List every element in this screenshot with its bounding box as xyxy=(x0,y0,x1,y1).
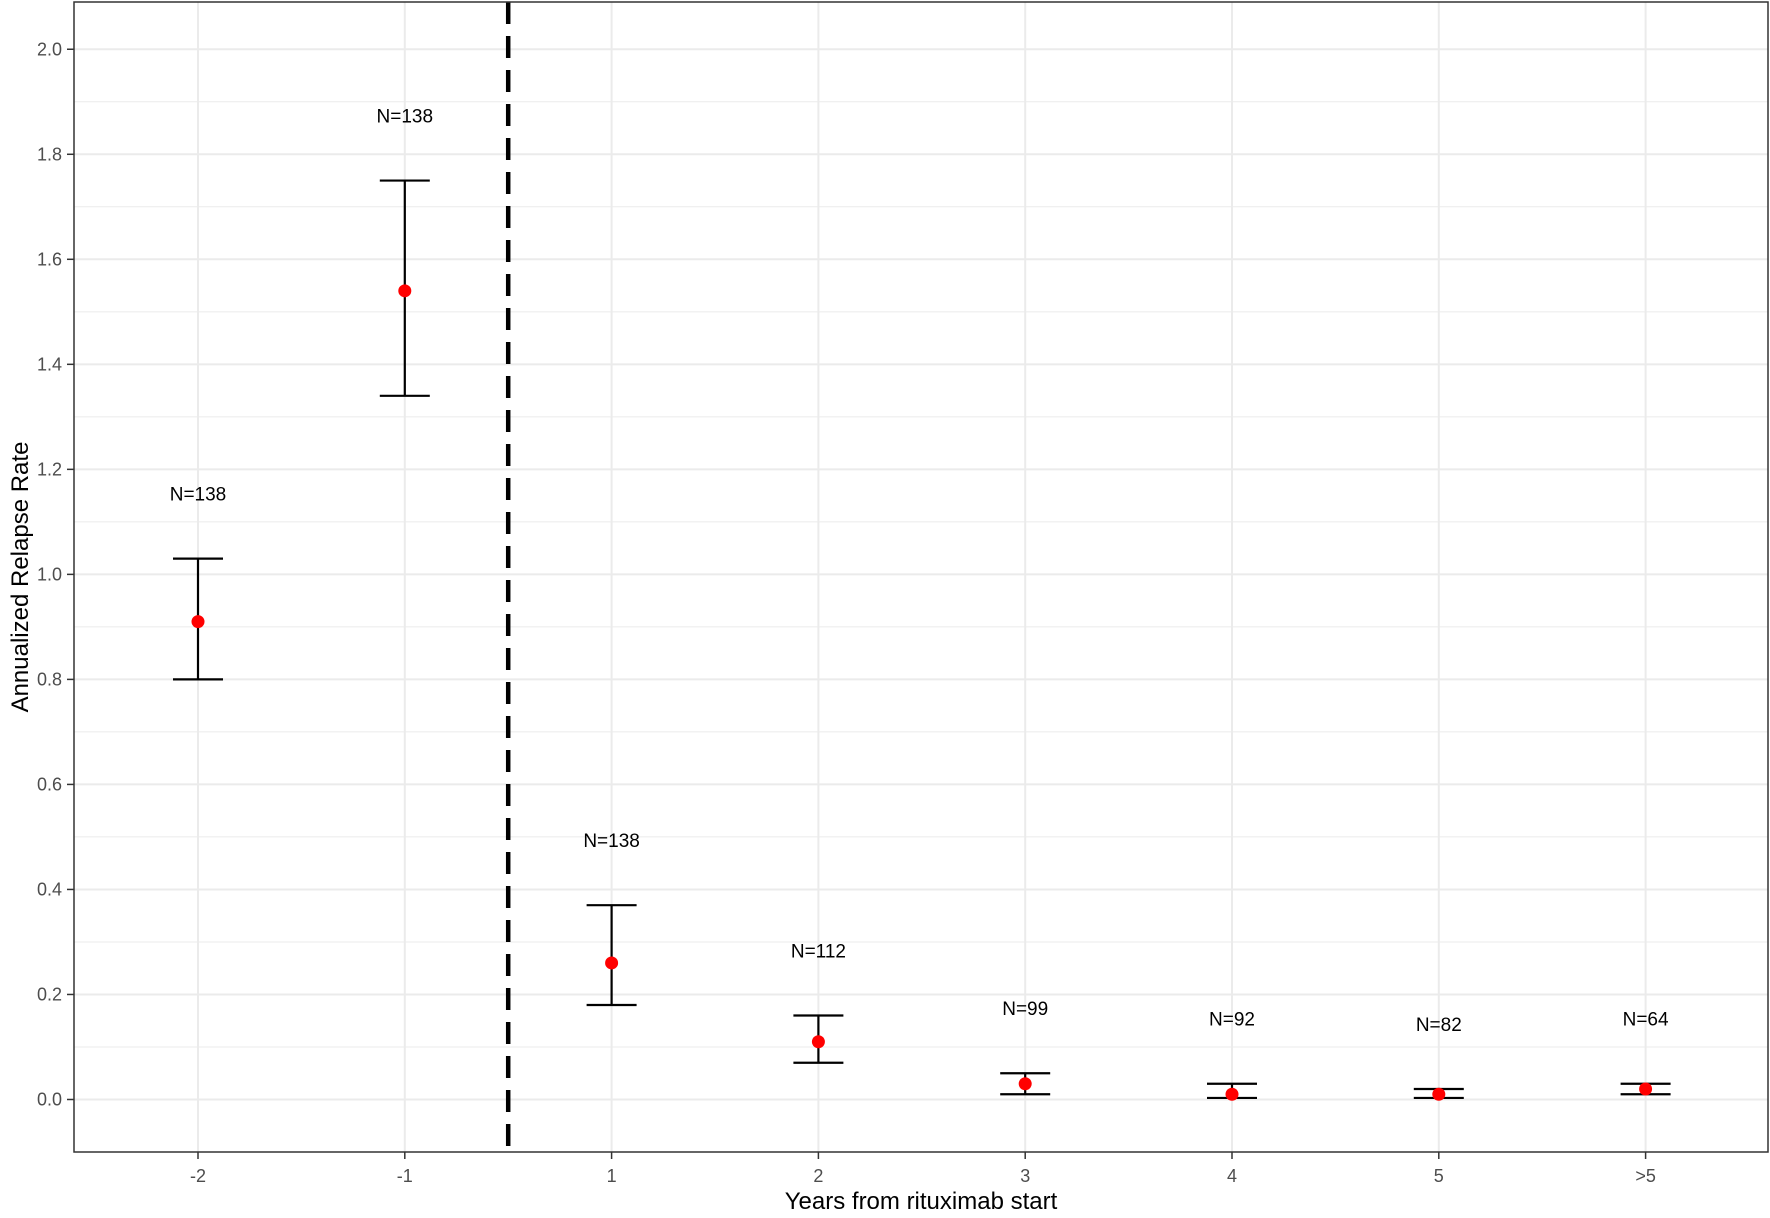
data-point xyxy=(1639,1082,1653,1096)
n-label: N=112 xyxy=(791,941,846,962)
errorbar xyxy=(586,904,637,1007)
n-label: N=99 xyxy=(1002,999,1048,1020)
n-label: N=138 xyxy=(170,485,227,506)
x-axis: -2 -1 1 2 3 4 5 >5 xyxy=(190,1152,1656,1186)
minor-gridlines xyxy=(74,101,1768,1048)
x-tick-label: >5 xyxy=(1635,1166,1656,1186)
x-tick-label: 4 xyxy=(1227,1166,1237,1186)
x-tick-label: 2 xyxy=(813,1166,823,1186)
data-point xyxy=(1225,1087,1239,1101)
y-tick-label: 1.2 xyxy=(37,459,62,479)
data-point xyxy=(191,615,205,629)
points xyxy=(191,284,1653,1101)
n-label: N=138 xyxy=(377,107,434,128)
x-tick-label: 3 xyxy=(1020,1166,1030,1186)
x-tick-label: 5 xyxy=(1434,1166,1444,1186)
x-tick-label: 1 xyxy=(607,1166,617,1186)
y-axis-title: Annualized Relapse Rate xyxy=(7,442,34,713)
y-tick-label: 1.8 xyxy=(37,144,62,164)
data-point xyxy=(398,284,412,298)
y-tick-label: 2.0 xyxy=(37,39,62,59)
n-label: N=82 xyxy=(1416,1015,1462,1036)
panel-border xyxy=(73,1,1769,1153)
x-tick-label: -1 xyxy=(397,1166,413,1186)
n-label: N=138 xyxy=(583,831,640,852)
y-axis: 0.0 0.2 0.4 0.6 0.8 1.0 1.2 1.4 1.6 1.8 2.0 xyxy=(37,39,74,1109)
y-tick-label: 1.4 xyxy=(37,354,62,374)
n-labels: N=138 N=138 N=138 N=112 N=99 N=92 N=82 N=64 xyxy=(170,107,1669,1036)
data-point xyxy=(1018,1077,1032,1091)
y-tick-label: 0.0 xyxy=(37,1089,62,1109)
n-label: N=92 xyxy=(1209,1010,1255,1031)
y-tick-label: 0.4 xyxy=(37,879,62,899)
data-point xyxy=(1432,1087,1446,1101)
y-tick-label: 1.0 xyxy=(37,564,62,584)
data-point xyxy=(811,1035,825,1049)
major-gridlines xyxy=(74,2,1768,1152)
y-tick-label: 0.6 xyxy=(37,774,62,794)
x-axis-title: Years from rituximab start xyxy=(785,1188,1058,1213)
y-tick-label: 1.6 xyxy=(37,249,62,269)
y-tick-label: 0.8 xyxy=(37,669,62,689)
y-tick-label: 0.2 xyxy=(37,984,62,1004)
data-point xyxy=(605,956,619,970)
x-tick-label: -2 xyxy=(190,1166,206,1186)
n-label: N=64 xyxy=(1623,1010,1669,1031)
